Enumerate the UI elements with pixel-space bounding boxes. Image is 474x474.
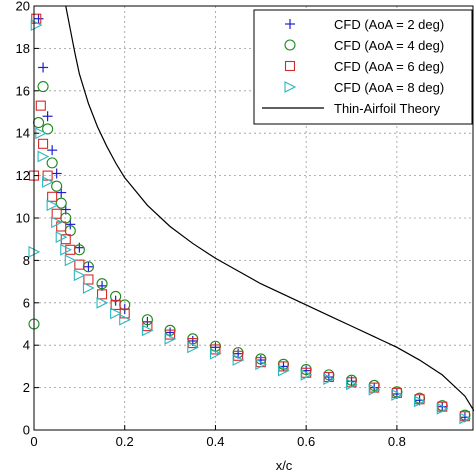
- data-point: [42, 123, 54, 135]
- x-tick-label: 0.2: [116, 434, 134, 449]
- data-point: [96, 278, 108, 290]
- legend-marker: [284, 39, 296, 51]
- data-point: [30, 19, 43, 31]
- data-point: [345, 378, 358, 391]
- data-point: [51, 180, 63, 192]
- data-point: [47, 145, 58, 156]
- data-point: [74, 259, 85, 270]
- data-point: [38, 138, 49, 149]
- data-point: [42, 111, 53, 122]
- data-point: [300, 368, 313, 381]
- data-point: [37, 150, 50, 163]
- data-point: [33, 13, 44, 24]
- legend-item: CFD (AoA = 8 deg): [284, 80, 444, 95]
- data-point: [32, 117, 45, 129]
- y-tick-label: 20: [16, 0, 30, 14]
- series-5: [65, 5, 474, 412]
- data-point: [46, 157, 58, 169]
- y-tick-label: 14: [16, 126, 30, 141]
- y-tick-label: 10: [16, 211, 30, 226]
- data-point: [110, 290, 122, 302]
- legend-label: CFD (AoA = 6 deg): [334, 59, 444, 74]
- data-point: [47, 191, 58, 202]
- data-point: [119, 313, 131, 326]
- data-point: [31, 13, 42, 24]
- y-tick-label: 6: [23, 295, 30, 310]
- legend: CFD (AoA = 2 deg) CFD (AoA = 4 deg) CFD (A…: [253, 9, 473, 125]
- legend-label: CFD (AoA = 4 deg): [334, 38, 444, 53]
- data-point: [42, 170, 53, 181]
- data-point: [459, 412, 472, 425]
- legend-label: Thin-Airfoil Theory: [334, 101, 440, 116]
- data-point: [96, 296, 109, 309]
- y-tick-label: 12: [16, 168, 30, 183]
- data-point: [55, 197, 67, 209]
- legend-label: CFD (AoA = 8 deg): [334, 80, 444, 95]
- data-point: [73, 269, 86, 282]
- y-tick-label: 18: [16, 41, 30, 56]
- data-point: [414, 395, 426, 408]
- data-point: [51, 168, 62, 179]
- legend-label: CFD (AoA = 2 deg): [334, 17, 444, 32]
- data-point: [141, 314, 153, 326]
- legend-item: CFD (AoA = 4 deg): [284, 38, 444, 53]
- data-point: [110, 299, 121, 310]
- legend-item: CFD (AoA = 2 deg): [285, 17, 444, 32]
- legend-marker: [284, 60, 296, 72]
- data-point: [38, 62, 49, 73]
- data-point: [65, 244, 76, 255]
- y-tick-label: 0: [23, 423, 30, 438]
- data-point: [83, 274, 94, 285]
- data-point: [35, 100, 46, 111]
- data-point: [42, 176, 54, 188]
- data-point: [232, 354, 245, 366]
- data-point: [368, 383, 381, 396]
- x-tick-label: 0.6: [297, 434, 315, 449]
- theory-line: [65, 5, 474, 412]
- data-point: [83, 261, 94, 272]
- data-point: [277, 364, 290, 377]
- y-tick-label: 2: [23, 380, 30, 395]
- data-point: [82, 282, 95, 294]
- series-layer: [28, 5, 474, 425]
- data-point: [323, 373, 336, 386]
- data-point: [209, 347, 222, 360]
- data-point: [391, 389, 404, 401]
- x-tick-label: 0.4: [206, 434, 224, 449]
- legend-item: CFD (AoA = 6 deg): [284, 59, 444, 74]
- series-2: [28, 81, 471, 421]
- x-tick-label: 0.8: [388, 434, 406, 449]
- data-point: [51, 216, 63, 229]
- data-point: [255, 358, 268, 371]
- data-point: [60, 243, 72, 256]
- data-point: [46, 199, 59, 212]
- data-point: [141, 324, 154, 337]
- y-tick-label: 8: [23, 253, 30, 268]
- series-4: [28, 19, 472, 425]
- data-point: [187, 341, 199, 354]
- data-point: [55, 231, 68, 243]
- legend-item: Thin-Airfoil Theory: [262, 101, 440, 116]
- y-tick-label: 4: [23, 338, 30, 353]
- data-point: [74, 242, 85, 253]
- data-point: [164, 332, 177, 345]
- legend-marker: [284, 81, 297, 93]
- ticks: 0 0.2 0.4 0.6 0.8 0 2 4 6 8 10 12 14 16 18 20: [16, 0, 406, 449]
- data-point: [110, 307, 122, 320]
- y-tick-label: 16: [16, 83, 30, 98]
- x-axis-label: x/c: [276, 458, 293, 473]
- legend-marker: [285, 19, 295, 29]
- data-point: [51, 208, 62, 219]
- data-point: [37, 81, 49, 93]
- data-point: [96, 289, 108, 300]
- data-point: [436, 402, 449, 415]
- data-point: [64, 254, 77, 267]
- x-tick-label: 0: [30, 434, 37, 449]
